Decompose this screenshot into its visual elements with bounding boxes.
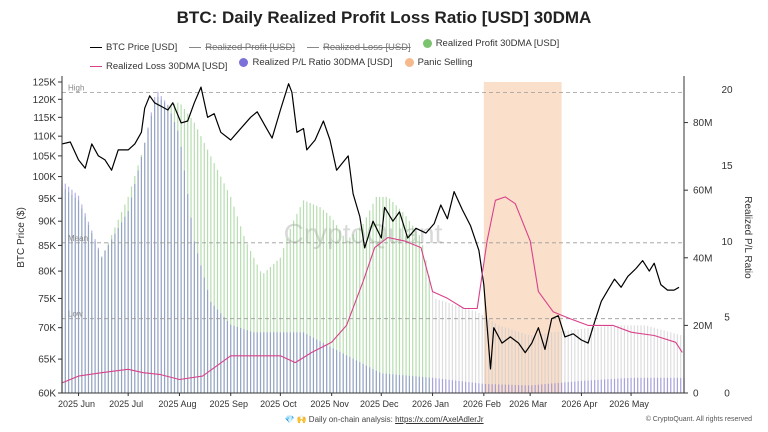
x-tick-label: 2026 Feb (463, 399, 501, 409)
reference-label: Mean (68, 234, 88, 243)
left-tick-label: 75K (38, 294, 56, 305)
legend-label: Realized P/L Ratio 30DMA [USD] (252, 57, 393, 68)
left-tick-label: 65K (38, 355, 56, 366)
legend-item[interactable]: Realized Loss [USD] (307, 40, 411, 55)
mid-tick-label: 60M (693, 186, 712, 197)
x-tick-label: 2026 Apr (561, 399, 597, 409)
x-tick-label: 2025 Sep (209, 399, 248, 409)
btc-price-line (61, 83, 680, 370)
x-tick-label: 2026 Jan (412, 399, 449, 409)
x-tick-label: 2026 Mar (509, 399, 547, 409)
reference-label: Low (68, 310, 83, 319)
x-tick-label: 2025 Oct (260, 399, 297, 409)
right-tick-label: 20 (721, 85, 733, 96)
footer-note: 💎 🙌 Daily on-chain analysis: https://x.c… (0, 415, 768, 424)
chart-title: BTC: Daily Realized Profit Loss Ratio [U… (176, 8, 592, 27)
legend-swatch (90, 66, 102, 67)
x-tick-label: 2025 Jul (109, 399, 143, 409)
legend-label: BTC Price [USD] (106, 42, 178, 53)
legend-label: Realized Profit [USD] (205, 42, 296, 53)
right-tick-label: 15 (721, 161, 733, 172)
mid-tick-label: 0 (693, 389, 699, 400)
credit-text: © CryptoQuant. All rights reserved (645, 416, 752, 423)
mid-tick-label: 20M (693, 321, 712, 332)
legend-item[interactable]: Realized P/L Ratio 30DMA [USD] (239, 55, 393, 70)
right-tick-label: 10 (721, 237, 733, 248)
legend-swatch (307, 47, 320, 48)
legend-swatch (422, 39, 432, 48)
legend-item[interactable]: BTC Price [USD] (90, 40, 177, 55)
footer-prefix: 💎 🙌 Daily on-chain analysis: (284, 415, 393, 424)
realized-loss-line (61, 196, 683, 384)
legend-swatch (90, 47, 102, 48)
legend-label: Panic Selling (417, 57, 473, 68)
x-tick-label: 2025 Aug (158, 399, 196, 409)
left-tick-label: 125K (33, 78, 57, 89)
profit-bars (61, 96, 685, 393)
legend-label: Realized Profit 30DMA [USD] (435, 38, 560, 49)
x-tick-label: 2025 Dec (360, 399, 399, 409)
left-tick-label: 70K (38, 323, 56, 334)
mid-tick-label: 40M (693, 253, 712, 264)
x-tick-label: 2025 Nov (310, 399, 349, 409)
left-tick-label: 100K (33, 172, 57, 183)
left-tick-label: 105K (33, 151, 57, 162)
left-tick-label: 115K (33, 113, 56, 124)
legend-label: Realized Loss [USD] (323, 42, 411, 53)
mid-tick-label: 80M (693, 118, 712, 129)
left-tick-label: 95K (38, 194, 56, 205)
legend-item[interactable]: Panic Selling (404, 55, 473, 70)
left-tick-label: 60K (38, 389, 56, 400)
left-axis-title: BTC Price ($) (16, 207, 27, 268)
right-axis-title: Realized P/L Ratio (742, 196, 753, 279)
footer-link[interactable]: https://x.com/AxelAdlerJr (395, 415, 484, 424)
right-tick-label: 0 (724, 389, 730, 400)
reference-label: High (68, 84, 84, 93)
x-tick-label: 2025 Jun (58, 399, 95, 409)
left-tick-label: 80K (38, 267, 56, 278)
left-tick-label: 85K (38, 241, 56, 252)
legend-item[interactable]: Realized Profit [USD] (189, 40, 295, 55)
legend: BTC Price [USD] Realized Profit [USD] Real… (90, 36, 700, 74)
left-tick-label: 120K (33, 95, 57, 106)
legend-label: Realized Loss 30DMA [USD] (106, 61, 228, 72)
right-tick-label: 5 (724, 313, 730, 324)
legend-swatch (189, 47, 202, 48)
left-tick-label: 110K (33, 132, 56, 143)
x-tick-label: 2026 May (609, 399, 649, 409)
ratio-bars (61, 91, 685, 393)
legend-swatch (404, 58, 414, 67)
legend-item[interactable]: Realized Loss 30DMA [USD] (90, 59, 227, 74)
legend-item[interactable]: Realized Profit 30DMA [USD] (422, 36, 560, 51)
legend-swatch (239, 58, 249, 67)
left-tick-label: 90K (38, 217, 56, 228)
